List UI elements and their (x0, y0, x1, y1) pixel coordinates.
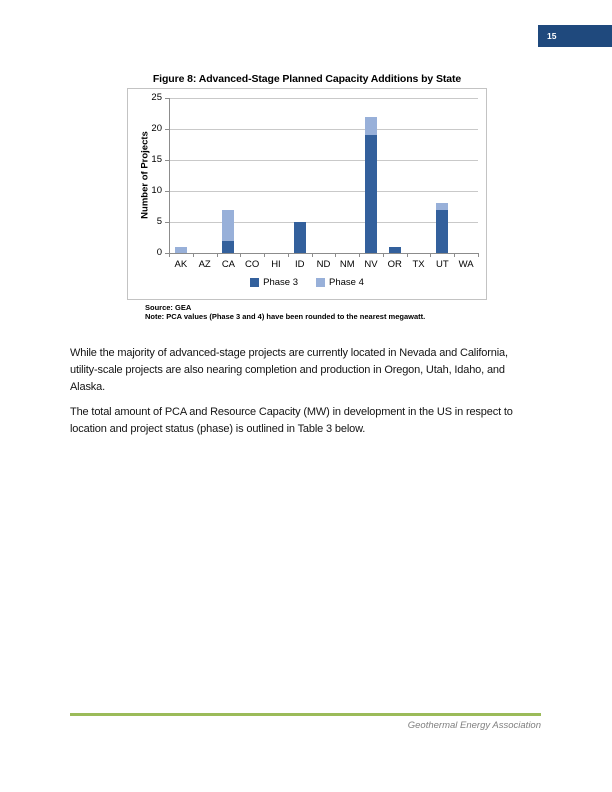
legend-swatch-icon (316, 278, 325, 287)
bar-segment-phase-3 (293, 222, 306, 253)
legend-label: Phase 4 (329, 277, 364, 288)
legend-item: Phase 3 (250, 277, 298, 288)
body-paragraph-2: The total amount of PCA and Resource Cap… (70, 406, 513, 435)
x-axis-label: NM (339, 259, 355, 270)
x-tick-mark (359, 253, 361, 257)
grid-line (169, 129, 478, 130)
x-axis-label: OR (387, 259, 402, 270)
figure-title: Figure 8: Advanced-Stage Planned Capacit… (152, 73, 462, 85)
x-axis-label: WA (458, 259, 474, 270)
y-tick-label: 0 (156, 247, 162, 258)
x-axis-label: ND (316, 259, 331, 270)
chart-legend: Phase 3 Phase 4 (128, 277, 486, 288)
x-tick-mark (478, 253, 479, 257)
x-tick-mark (311, 253, 313, 257)
bar-segment-phase-3 (436, 209, 449, 253)
bar-segment-phase-4 (365, 116, 378, 136)
grid-line (169, 98, 478, 99)
y-tick-mark (165, 160, 169, 161)
legend-swatch-icon (250, 278, 260, 287)
x-tick-mark (406, 253, 408, 257)
x-tick-mark (335, 253, 337, 257)
bar-segment-phase-3 (388, 246, 401, 253)
bar-segment-phase-4 (174, 246, 187, 253)
y-tick-label: 20 (151, 123, 162, 134)
figure-note: Note: PCA values (Phase 3 and 4) have be… (145, 312, 426, 321)
page-number-box: 15 (538, 25, 612, 47)
bar-segment-phase-3 (222, 240, 235, 253)
y-tick-mark (165, 191, 169, 192)
x-axis-label: UT (436, 259, 449, 270)
x-tick-mark (430, 253, 432, 257)
plot-area: 0 5 10 15 20 25 AK AZ CA CO HI ID ND NM NV OR TX UT WA (151, 92, 479, 270)
x-axis-label: CA (221, 259, 236, 270)
y-tick-mark (165, 253, 169, 254)
legend-label: Phase 3 (263, 277, 298, 288)
x-tick-mark (264, 253, 266, 257)
y-tick-label: 5 (156, 216, 162, 227)
y-tick-mark (165, 98, 169, 99)
footer-org-name: Geothermal Energy Association (407, 720, 541, 731)
x-tick-mark (287, 253, 289, 257)
y-axis-title: Number of Projects (139, 131, 151, 219)
x-tick-mark (216, 253, 218, 257)
x-axis-label: CO (245, 259, 260, 270)
x-tick-mark (382, 253, 384, 257)
x-axis-label: AZ (198, 259, 211, 270)
x-tick-mark (169, 253, 170, 257)
body-paragraph-1: While the majority of advanced-stage pro… (70, 347, 508, 393)
bar-segment-phase-3 (365, 135, 378, 253)
x-axis-label: AK (174, 259, 188, 270)
x-axis-label: NV (364, 259, 378, 270)
y-axis-line (169, 98, 170, 253)
x-axis-line (169, 253, 478, 254)
footer-divider-line (70, 713, 541, 716)
x-axis-label: TX (412, 259, 425, 270)
y-tick-label: 25 (151, 92, 162, 103)
x-tick-mark (192, 253, 194, 257)
page-number: 15 (547, 31, 557, 41)
legend-item: Phase 4 (316, 277, 364, 288)
x-tick-mark (240, 253, 242, 257)
bar-segment-phase-4 (436, 203, 449, 210)
x-tick-mark (454, 253, 456, 257)
grid-line (169, 222, 478, 223)
y-tick-label: 15 (151, 154, 162, 165)
y-tick-label: 10 (151, 185, 162, 196)
x-axis-label: HI (271, 259, 281, 270)
grid-line (169, 160, 478, 161)
chart-box: Number of Projects 0 5 10 15 20 25 AK AZ CA CO HI I… (127, 88, 487, 300)
y-tick-mark (165, 129, 169, 130)
y-tick-mark (165, 222, 169, 223)
x-axis-label: ID (294, 259, 305, 270)
grid-line (169, 191, 478, 192)
bar-segment-phase-4 (222, 209, 235, 241)
figure-source: Source: GEA (145, 303, 192, 312)
